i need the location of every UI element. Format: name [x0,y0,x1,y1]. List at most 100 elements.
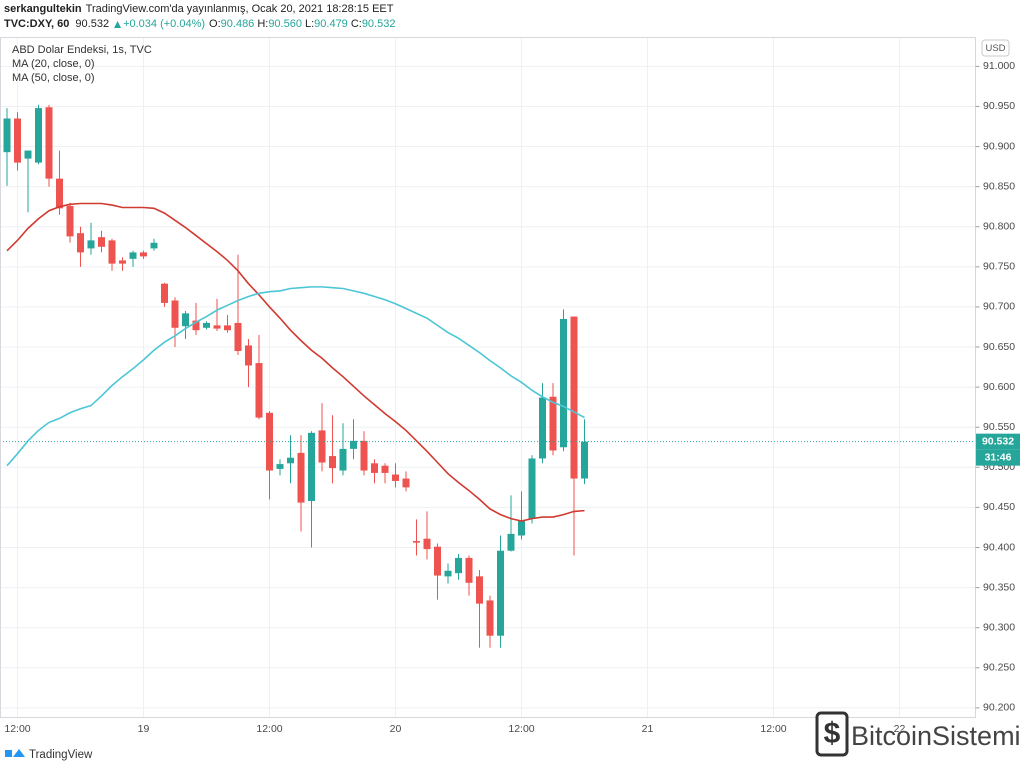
y-tick-label: 90.800 [983,221,1015,233]
y-tick-label: 90.900 [983,140,1015,152]
countdown: 31:46 [985,451,1012,463]
grid [0,37,976,718]
candle-body [423,538,431,550]
candle-body [87,240,95,249]
candle-body [24,150,32,159]
x-tick-label: 12:00 [4,723,30,735]
candle-body [171,300,179,328]
header-line-1: serkangultekin TradingView.com'da yayınla… [4,3,394,15]
y-tick-label: 90.650 [983,341,1015,353]
ohlc-value: 90.560 [268,18,302,30]
y-tick-label: 90.250 [983,662,1015,674]
x-tick-label: 22 [894,723,906,735]
watermark-logo [815,711,849,757]
x-tick-label: 20 [390,723,402,735]
candle-body [350,440,357,449]
ohlc-label: H: [257,18,268,30]
candle-body [549,396,557,451]
candle-body [3,118,11,153]
change: +0.034 (+0.04%) [123,18,205,30]
ohlc-label: L: [305,18,314,30]
candle-body [560,318,567,448]
candle-body [234,322,242,352]
last: 90.532 [75,18,109,30]
candle-body [203,322,210,328]
candle-body [56,178,63,209]
candle-body [413,541,420,543]
watermark: $ BitcoinSistemi [815,711,1021,757]
candle-body [318,430,326,463]
ohlc-value: 90.479 [314,18,348,30]
candle-body [192,320,200,331]
candle-body [77,233,84,253]
candle-body [266,412,273,471]
y-tick-label: 90.450 [983,501,1015,513]
logo-part [5,750,12,757]
x-tick-label: 19 [138,723,150,735]
candle-body [392,474,399,481]
candle-body [213,325,221,329]
x-tick-label: 12:00 [508,723,534,735]
candle-body [570,316,578,479]
currency-box [981,39,1010,57]
ma-line [6,286,585,467]
y-tick-label: 90.350 [983,581,1015,593]
candle-body [518,521,525,536]
candle-body [402,478,410,488]
candle-body [297,452,305,503]
candle-body [245,345,252,366]
watermark-text: BitcoinSistemi [851,721,1021,751]
candle-body [444,570,452,577]
candle-body [434,546,441,576]
candle-body [276,464,284,469]
candle-body [528,458,536,519]
candle-body [119,260,126,264]
candle-body [497,550,504,636]
y-tick-label: 90.600 [983,381,1015,393]
candle-body [465,557,473,583]
y-tick-label: 90.750 [983,261,1015,273]
currency: USD [985,43,1005,54]
brand-logo [5,749,25,757]
candle-body [140,252,147,257]
ohlc-value: 90.532 [362,18,396,30]
y-tick-label: 90.950 [983,100,1015,112]
y-tick-label: 91.000 [983,60,1015,72]
up-arrow [114,21,122,28]
legend-entry: MA (20, close, 0) [12,58,95,70]
candle-body [539,397,546,459]
last-price-label: 90.532 [982,435,1014,447]
symbol: TVC:DXY, 60 [4,18,69,30]
candle-body [371,463,378,473]
logo-part [13,749,25,757]
x-tick-label: 12:00 [256,723,282,735]
y-tick-label: 90.200 [983,702,1015,714]
plot [0,104,976,648]
countdown-box [976,449,1020,466]
header-line-2: TVC:DXY, 60 90.532 +0.034 (+0.04%) O:90.486… [4,18,395,30]
candle-body [476,576,483,604]
candle-body [108,240,116,264]
candle-body [98,237,105,247]
legend-title: ABD Dolar Endeksi, 1s, TVC [12,44,152,56]
candle-body [486,600,494,636]
ma-line [6,202,585,522]
candle-body [224,325,231,331]
y-tick-label: 90.700 [983,301,1015,313]
y-tick-label: 90.300 [983,621,1015,633]
candle-body [182,313,189,327]
price-axis: 90.200 90.250 90.300 90.350 90.400 90.450 90.5… [4,60,1020,735]
brand: TradingView [29,749,93,761]
candle-body [455,557,462,574]
x-tick-label: 12:00 [760,723,786,735]
plot-frame [0,37,976,718]
candle-body [161,283,168,303]
candle-body [150,242,158,249]
y-tick-label: 90.850 [983,180,1015,192]
y-tick-label: 90.550 [983,421,1015,433]
candle-body [381,465,389,473]
candle-body [581,441,588,479]
candle-body [360,440,368,471]
